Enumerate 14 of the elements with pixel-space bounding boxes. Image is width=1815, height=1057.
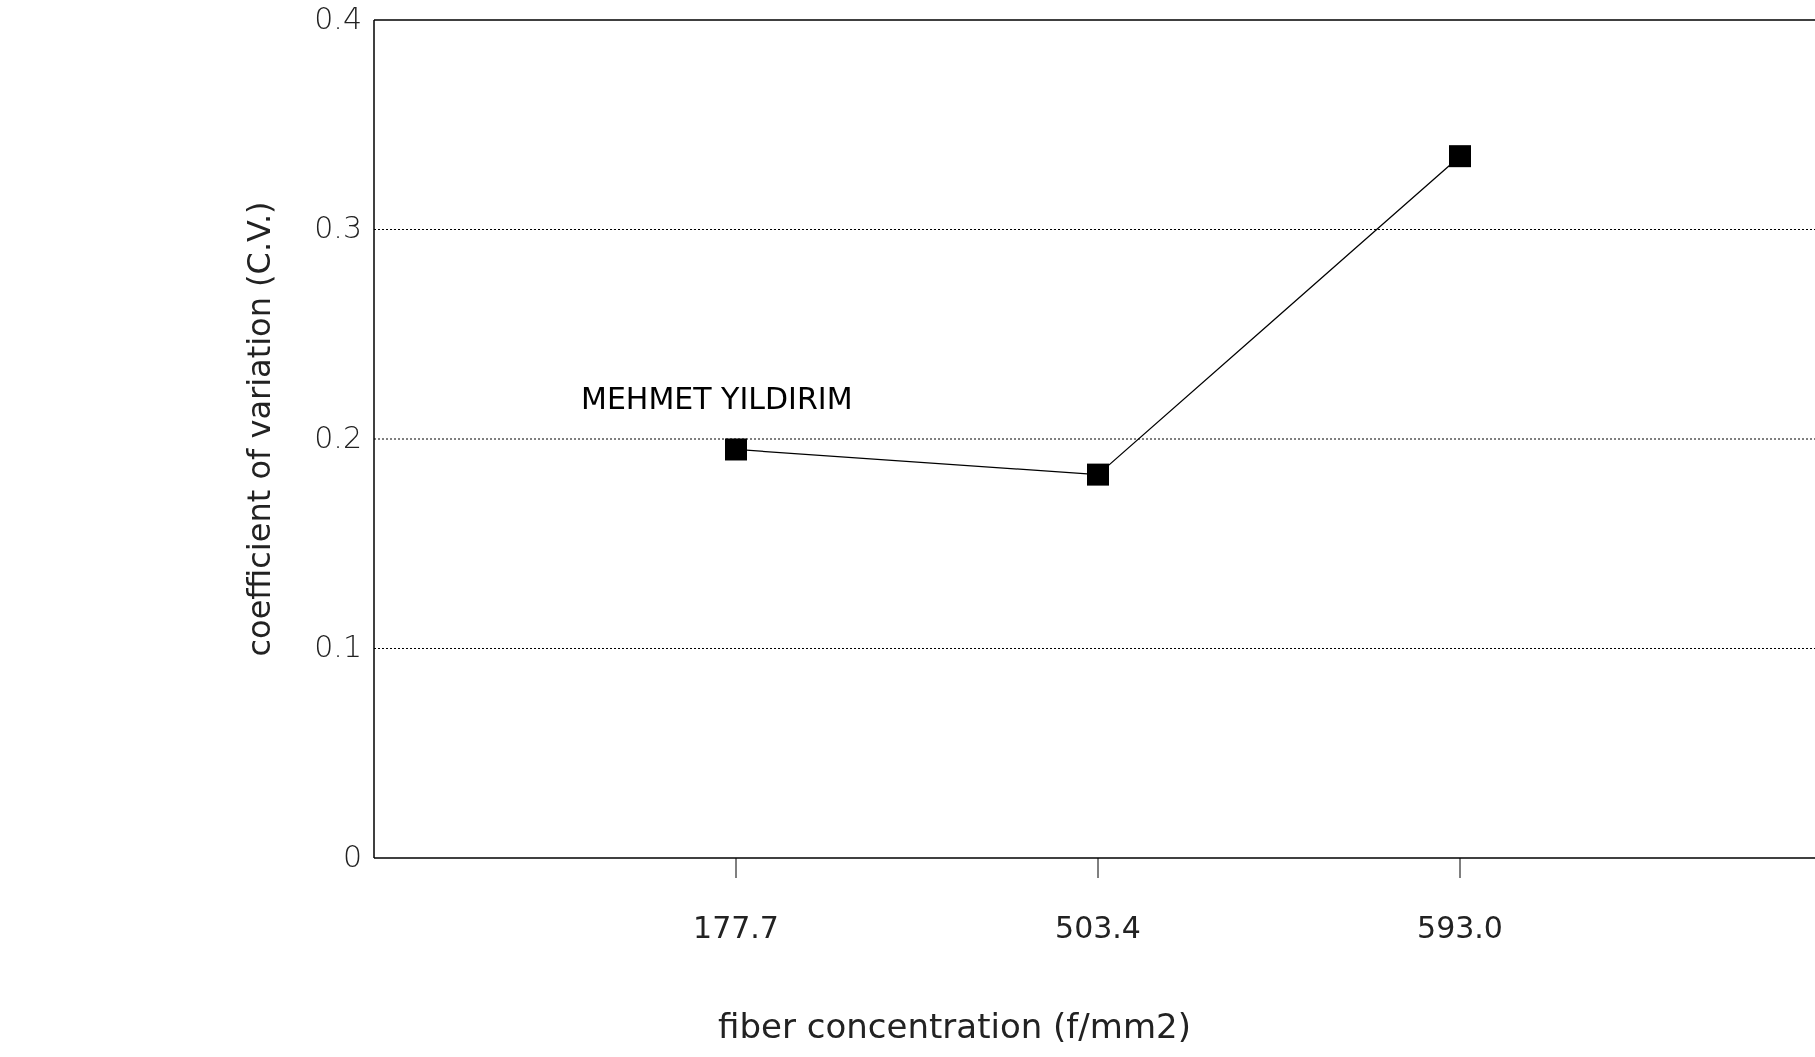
point: [1087, 463, 1109, 486]
x-tick-label: 503.4: [1055, 910, 1141, 945]
y-tick-label: 0.4: [314, 0, 362, 36]
x-axis-title: fiber concentration (f/mm2): [718, 1006, 1191, 1046]
y-tick-label: 0.3: [314, 210, 362, 245]
y-tick-label: 0: [342, 838, 362, 874]
y-axis-title: coefficient of variation (C.V.): [240, 201, 278, 657]
y-tick-label: 0.2: [314, 419, 362, 455]
point: [725, 438, 747, 461]
x-tick-label: 177.7: [693, 910, 779, 945]
series-label: MEHMET YILDIRIM: [581, 381, 853, 417]
point: [1449, 145, 1471, 168]
x-tick-label: 593.0: [1417, 910, 1503, 945]
y-tick-label: 0.1: [314, 629, 362, 664]
